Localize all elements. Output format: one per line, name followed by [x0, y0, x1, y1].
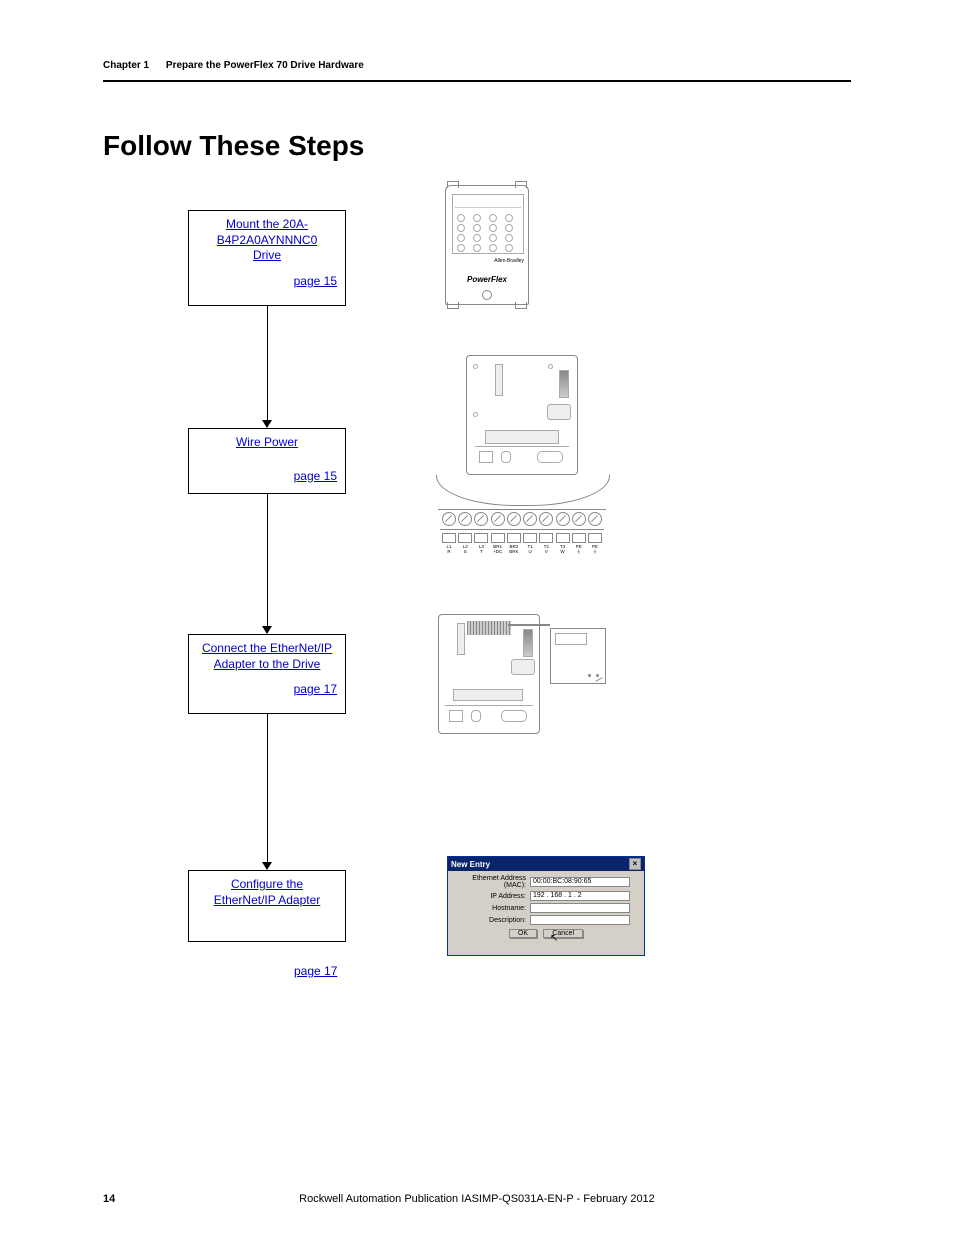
- figure-drive-front: Allen-Bradley PowerFlex: [445, 185, 529, 305]
- link-text: EtherNet/IP Adapter: [214, 893, 321, 907]
- drive-open: [466, 355, 578, 475]
- mac-label: Ethernet Address (MAC):: [452, 875, 530, 889]
- dialog-titlebar: New Entry ×: [448, 857, 644, 871]
- link-connect-adapter[interactable]: Connect the EtherNet/IP Adapter to the D…: [202, 641, 332, 671]
- link-text: B4P2A0AYNNNC0: [217, 233, 318, 247]
- description-label: Description:: [452, 917, 530, 924]
- flow-arrow: [267, 714, 268, 862]
- link-text: Drive: [253, 248, 281, 262]
- figure-connect-adapter: [438, 614, 610, 754]
- close-icon[interactable]: ×: [629, 858, 641, 870]
- flow-arrow: [267, 306, 268, 420]
- link-page-17b[interactable]: page 17: [294, 964, 337, 978]
- link-page-17a[interactable]: page 17: [193, 682, 337, 696]
- dialog-title-text: New Entry: [451, 860, 490, 869]
- link-text: Adapter to the Drive: [214, 657, 321, 671]
- description-input[interactable]: [530, 915, 630, 925]
- flow-step-connect: Connect the EtherNet/IP Adapter to the D…: [188, 634, 346, 714]
- link-wire-power[interactable]: Wire Power: [236, 435, 298, 449]
- model-label: PowerFlex: [446, 275, 528, 284]
- ip-input[interactable]: 192 . 168 . 1 . 2: [530, 891, 630, 901]
- arrow-head-icon: [262, 420, 272, 428]
- publication-info: Rockwell Automation Publication IASIMP-Q…: [0, 1193, 954, 1205]
- flow-step-mount: Mount the 20A- B4P2A0AYNNNC0 Drive page …: [188, 210, 346, 306]
- page-header: Chapter 1 Prepare the PowerFlex 70 Drive…: [103, 60, 364, 71]
- link-page-15a[interactable]: page 15: [193, 274, 337, 288]
- ethernet-adapter: [550, 628, 606, 684]
- hostname-label: Hostname:: [452, 905, 530, 912]
- flow-step-wire: Wire Power page 15: [188, 428, 346, 494]
- chapter-subtitle: Prepare the PowerFlex 70 Drive Hardware: [166, 60, 364, 71]
- figure-wire-power: L1R L2S L3T BR1+DC BR2BRK T1U T2V T3W PE…: [438, 355, 606, 575]
- link-text: Configure the: [231, 877, 303, 891]
- terminal-screws: [438, 510, 606, 528]
- arrow-head-icon: [262, 626, 272, 634]
- zoom-lines: [436, 475, 610, 506]
- terminal-labels: L1R L2S L3T BR1+DC BR2BRK T1U T2V T3W PE…: [438, 545, 606, 555]
- link-text: Mount the 20A-: [226, 217, 308, 231]
- ok-button[interactable]: OK: [509, 929, 537, 938]
- link-configure-adapter[interactable]: Configure the EtherNet/IP Adapter: [214, 877, 321, 907]
- header-rule: [103, 80, 851, 82]
- cursor-icon: ↖: [550, 933, 558, 944]
- arrow-head-icon: [262, 862, 272, 870]
- mac-input[interactable]: 00:00:BC:08:90:65: [530, 877, 630, 887]
- ribbon-cable: [508, 624, 550, 640]
- brand-label: Allen-Bradley: [446, 258, 528, 264]
- hostname-input[interactable]: [530, 903, 630, 913]
- page-title: Follow These Steps: [103, 130, 364, 162]
- flow-arrow: [267, 494, 268, 626]
- link-page-15b[interactable]: page 15: [193, 469, 337, 483]
- link-mount-drive[interactable]: Mount the 20A- B4P2A0AYNNNC0 Drive: [217, 217, 318, 262]
- dialog-body: Ethernet Address (MAC): 00:00:BC:08:90:6…: [448, 871, 644, 942]
- drive-body: Allen-Bradley PowerFlex: [445, 185, 529, 305]
- terminal-block: L1R L2S L3T BR1+DC BR2BRK T1U T2V T3W PE…: [438, 509, 606, 556]
- flow-step-configure: Configure the EtherNet/IP Adapter: [188, 870, 346, 942]
- drive-keypad: [452, 194, 524, 254]
- link-text: Connect the EtherNet/IP: [202, 641, 332, 655]
- ip-label: IP Address:: [452, 893, 530, 900]
- chapter-label: Chapter 1: [103, 60, 149, 71]
- figure-config-dialog: New Entry × Ethernet Address (MAC): 00:0…: [447, 856, 645, 956]
